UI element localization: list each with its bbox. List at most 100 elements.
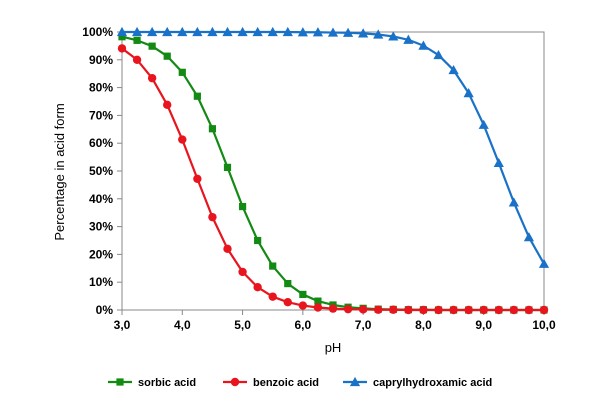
data-point (523, 232, 535, 242)
data-point (404, 305, 413, 315)
x-tick-label: 6,0 (295, 318, 312, 332)
data-point (192, 26, 203, 37)
y-tick-label: 50% (89, 164, 113, 178)
data-point (312, 27, 324, 37)
data-point (208, 212, 217, 222)
data-point (283, 298, 292, 307)
y-tick-label: 10% (89, 275, 113, 289)
data-point (254, 236, 262, 245)
data-point (282, 26, 293, 37)
data-point (389, 305, 398, 314)
legend-item: sorbic acid (108, 377, 196, 389)
data-point (163, 100, 172, 110)
data-point (252, 26, 263, 37)
legend-item: benzoic acid (223, 377, 319, 389)
data-point (418, 40, 429, 50)
x-axis-title: pH (325, 340, 342, 355)
data-point (238, 202, 247, 211)
data-point (132, 55, 142, 64)
data-point (118, 33, 126, 41)
series-sorbic-acid (118, 33, 548, 314)
data-point (193, 92, 201, 100)
data-point (327, 27, 339, 37)
y-tick-label: 40% (89, 192, 113, 206)
data-point (116, 26, 128, 37)
y-axis-title: Percentage in acid form (52, 103, 67, 240)
legend-marker (116, 378, 124, 386)
data-point (539, 305, 549, 315)
data-point (388, 31, 399, 41)
data-point (284, 279, 292, 288)
data-point (509, 305, 519, 315)
data-point (314, 297, 322, 305)
data-point (433, 49, 444, 60)
data-point (403, 34, 414, 44)
data-point (493, 157, 504, 168)
x-tick-label: 4,0 (174, 318, 191, 332)
x-tick-label: 3,0 (114, 318, 131, 332)
data-point (342, 27, 354, 37)
data-point (448, 64, 459, 75)
series-group (116, 26, 550, 315)
y-tick-label: 20% (89, 247, 113, 261)
data-point (177, 26, 188, 37)
data-point (163, 52, 171, 60)
data-point (297, 27, 308, 37)
series-caprylhydroxamic-acid (116, 26, 550, 268)
y-axis-ticks: 0% 10% 20% 30% 40% 50% 60% 70% 80% 90% 100% (82, 25, 122, 317)
x-tick-label: 10,0 (532, 318, 556, 332)
y-tick-label: 0% (96, 303, 114, 317)
data-point (479, 305, 488, 315)
data-point (162, 26, 173, 37)
x-tick-label: 7,0 (355, 318, 372, 332)
data-point (267, 26, 278, 37)
data-point (148, 42, 156, 50)
x-axis-ticks: 3,0 4,0 5,0 6,0 7,0 8,0 9,0 10,0 (114, 310, 556, 332)
data-point (524, 305, 534, 315)
series-line (121, 47, 544, 312)
data-point (299, 290, 307, 299)
legend-label: sorbic acid (138, 377, 196, 389)
data-point (131, 26, 143, 37)
y-tick-label: 30% (89, 220, 113, 234)
x-tick-label: 5,0 (234, 318, 251, 332)
data-point (193, 174, 202, 183)
data-point (238, 267, 247, 277)
data-point (133, 36, 141, 44)
legend-item: caprylhydroxamic acid (343, 376, 492, 389)
data-point (117, 44, 127, 53)
data-point (223, 244, 232, 254)
data-point (328, 304, 338, 313)
data-point (434, 305, 443, 315)
data-point (358, 305, 368, 314)
data-point (268, 292, 277, 301)
data-point (253, 283, 262, 292)
y-tick-label: 90% (89, 53, 113, 67)
legend-label: caprylhydroxamic acid (373, 377, 492, 389)
data-point (343, 304, 353, 314)
y-tick-label: 80% (89, 81, 113, 95)
data-point (449, 305, 458, 315)
data-point (208, 125, 217, 133)
data-point (178, 135, 187, 144)
y-tick-label: 100% (82, 25, 113, 39)
data-point (237, 26, 248, 37)
series-benzoic-acid (117, 44, 549, 315)
data-point (147, 26, 158, 37)
data-point (494, 305, 503, 315)
data-point (463, 88, 474, 98)
legend: sorbic acid benzoic acid caprylhydroxamic … (108, 376, 492, 389)
legend-marker (230, 377, 240, 387)
data-point (478, 119, 489, 129)
data-point (222, 26, 233, 37)
data-point (207, 26, 218, 37)
data-point (374, 305, 383, 314)
data-point (419, 305, 428, 315)
data-point (147, 73, 157, 83)
y-tick-label: 60% (89, 136, 113, 150)
legend-marker (349, 376, 361, 387)
data-point (298, 301, 308, 310)
data-point (358, 28, 369, 38)
data-point (373, 29, 384, 39)
